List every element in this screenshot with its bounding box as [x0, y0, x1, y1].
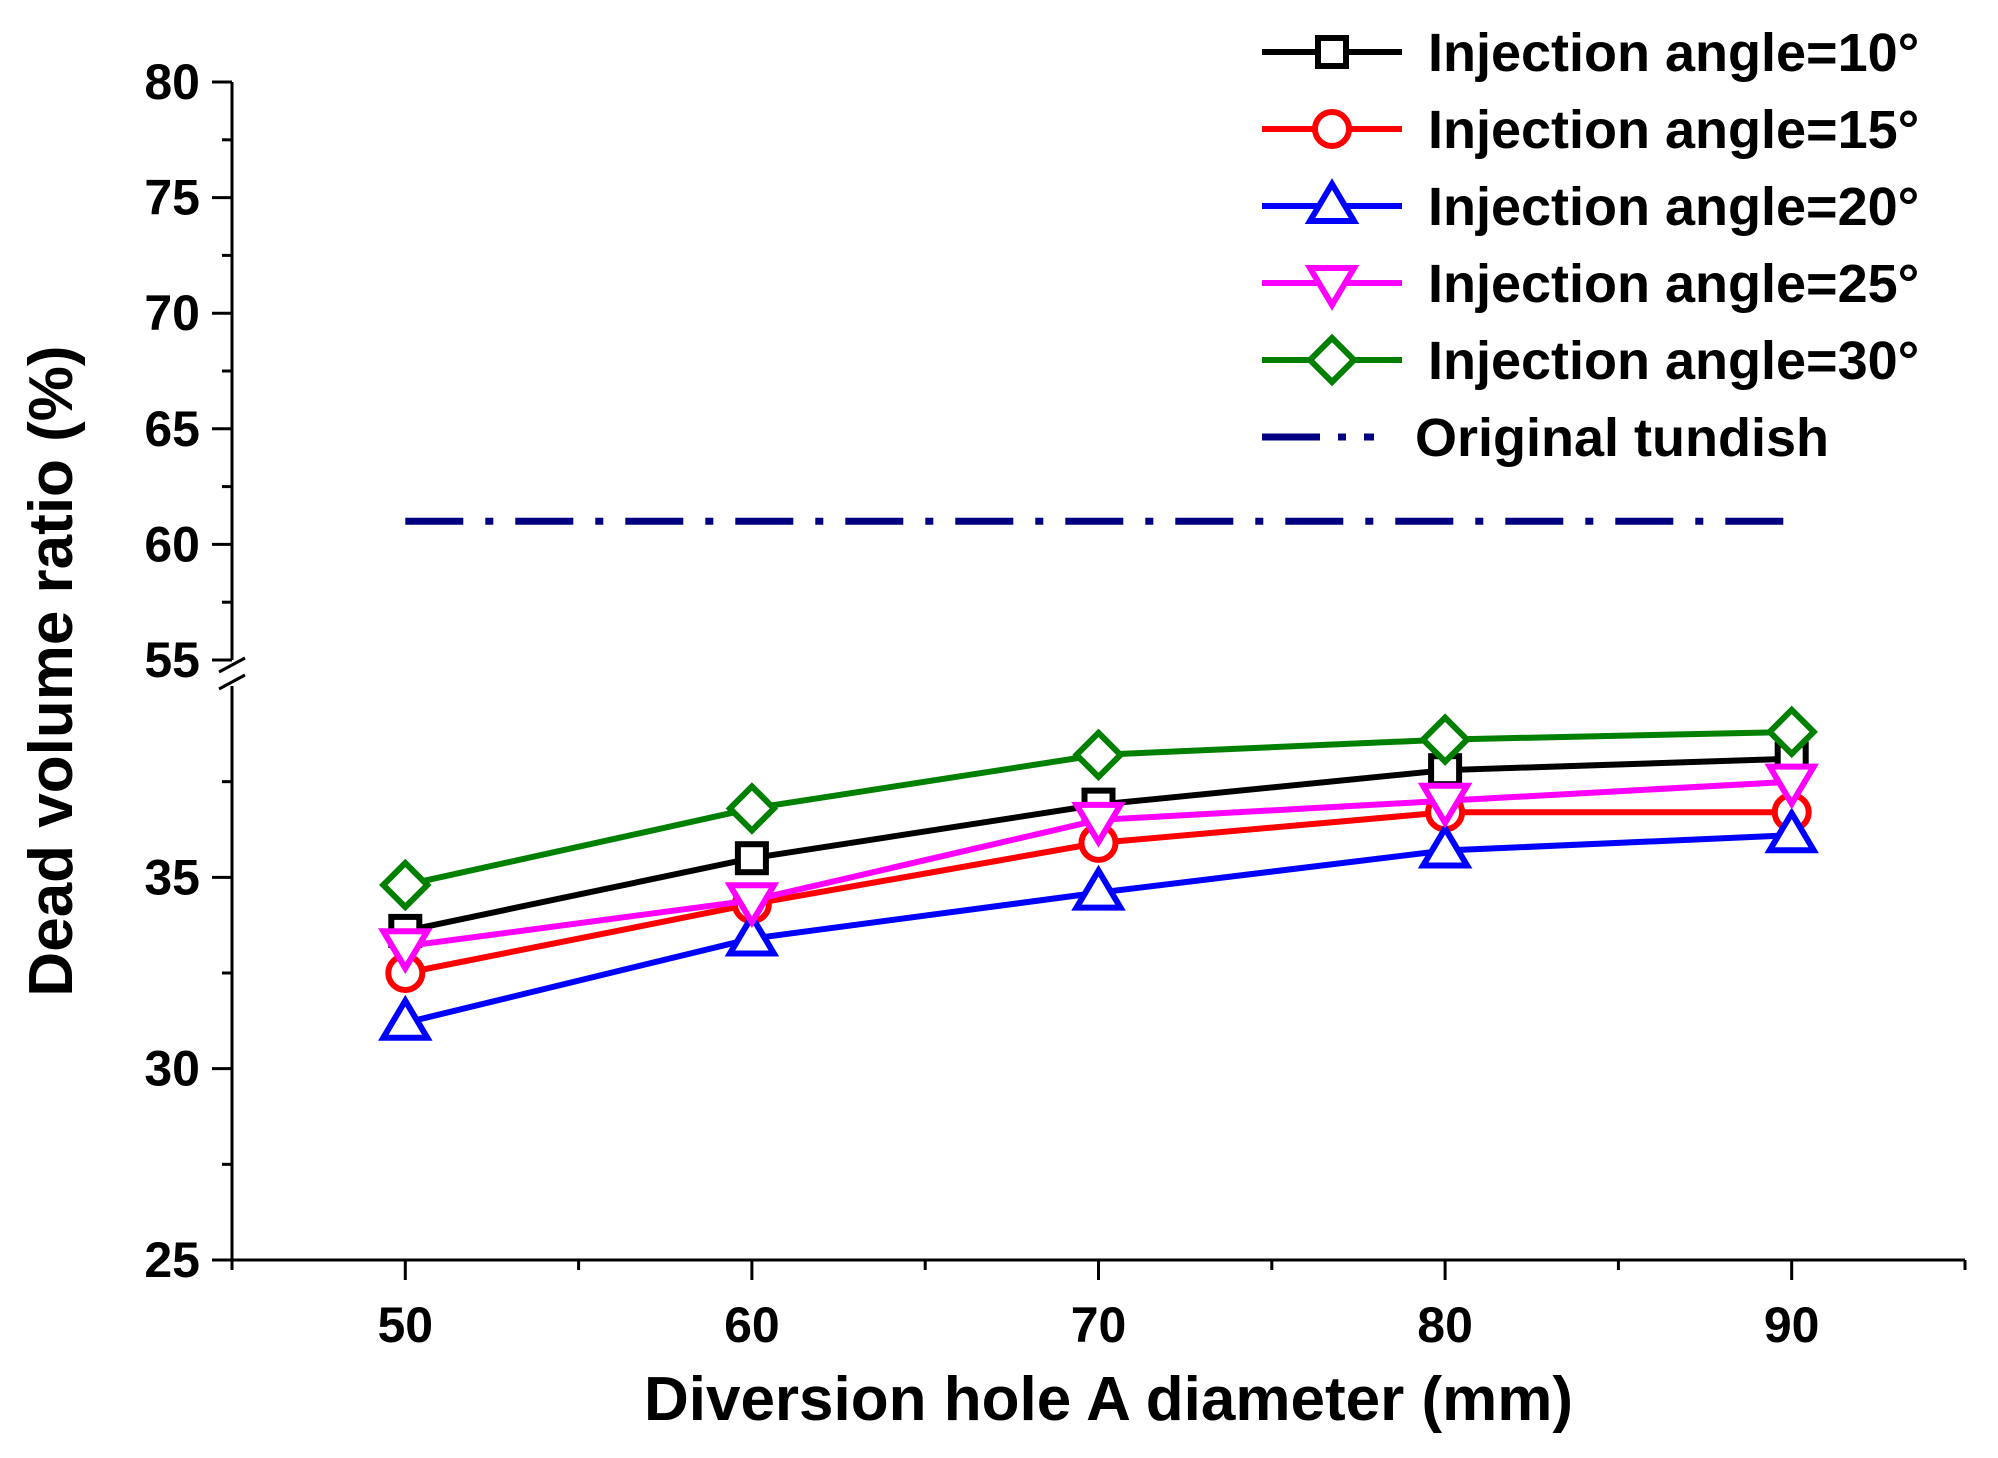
data-point-angle-30 — [379, 858, 432, 912]
data-point-angle-25 — [724, 882, 780, 929]
axis-break-mark-lower — [218, 673, 246, 691]
y-axis-title: Dead volume ratio (%) — [17, 345, 86, 996]
data-point-angle-20 — [1071, 864, 1126, 911]
data-point-angle-30 — [1765, 705, 1818, 759]
data-point-angle-20 — [378, 994, 433, 1041]
x-tick-label: 80 — [1417, 1297, 1473, 1353]
series-angle-25-group — [378, 763, 1819, 975]
legend-marker-angle-25 — [1304, 265, 1360, 311]
series-angle-30-group — [379, 705, 1818, 912]
legend-marker-angle-15 — [1312, 109, 1352, 149]
legend-marker-angle-10 — [1315, 35, 1349, 69]
legend-marker-angle-20 — [1304, 178, 1360, 224]
axis-break-mark-upper — [218, 656, 246, 674]
series-angle-20-group — [378, 807, 1819, 1041]
data-point-angle-25 — [1764, 763, 1819, 810]
y-tick-label: 65 — [144, 401, 200, 457]
x-axis-title: Diversion hole A diameter (mm) — [644, 1365, 1573, 1434]
data-point-angle-30 — [1072, 728, 1125, 782]
y-tick-label: 75 — [144, 170, 200, 226]
x-tick-label: 50 — [377, 1297, 433, 1353]
data-point-angle-25 — [378, 928, 433, 975]
y-tick-label: 80 — [144, 54, 200, 110]
legend-label-angle-30: Injection angle=30° — [1428, 331, 1919, 391]
legend-label-angle-10: Injection angle=10° — [1428, 23, 1919, 83]
y-tick-label: 30 — [144, 1041, 200, 1097]
y-tick-label: 25 — [144, 1232, 200, 1288]
data-point-angle-20 — [1417, 822, 1473, 869]
legend-marker-angle-30 — [1305, 333, 1359, 387]
x-tick-label: 60 — [724, 1297, 780, 1353]
data-point-angle-30 — [1418, 713, 1472, 766]
y-tick-label: 70 — [144, 285, 200, 341]
data-point-angle-10 — [734, 841, 769, 876]
data-point-angle-20 — [1764, 807, 1819, 854]
legend-label-angle-25: Injection angle=25° — [1428, 254, 1919, 314]
x-tick-label: 90 — [1764, 1297, 1820, 1353]
data-point-angle-25 — [1071, 801, 1126, 848]
legend-label-angle-20: Injection angle=20° — [1428, 177, 1919, 237]
data-point-angle-25 — [1417, 782, 1473, 829]
y-tick-label: 35 — [144, 849, 200, 905]
x-tick-label: 70 — [1071, 1297, 1127, 1353]
y-tick-label: 55 — [144, 632, 200, 688]
data-point-angle-20 — [724, 910, 780, 957]
data-point-angle-30 — [725, 782, 779, 835]
y-tick-label: 60 — [144, 516, 200, 572]
legend-label-angle-15: Injection angle=15° — [1428, 100, 1919, 160]
legend-label-original-tundish: Original tundish — [1415, 408, 1829, 468]
